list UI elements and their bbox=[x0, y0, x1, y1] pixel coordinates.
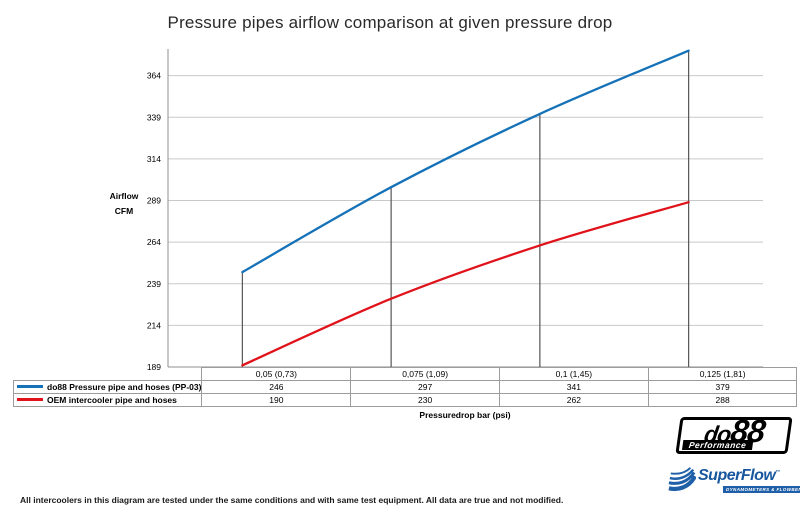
chart-data-table: 0,05 (0,73) 0,075 (1,09) 0,1 (1,45) 0,125 (… bbox=[12, 367, 798, 407]
y-axis-title: Airflow CFM bbox=[103, 189, 145, 219]
y-tick-label: 239 bbox=[147, 279, 161, 289]
superflow-swoosh-icon bbox=[668, 467, 696, 492]
table-corner-blank bbox=[14, 368, 202, 381]
legend-swatch bbox=[17, 398, 43, 401]
superflow-logo: SuperFlow™ DYNAMOMETERS & FLOWBENCHES bbox=[668, 464, 800, 496]
category-header-cell: 0,1 (1,45) bbox=[498, 367, 649, 381]
y-tick-label: 264 bbox=[147, 237, 161, 247]
value-cell: 190 bbox=[201, 393, 352, 407]
legend-label: OEM intercooler pipe and hoses bbox=[47, 395, 177, 405]
legend-swatch bbox=[17, 385, 43, 388]
chart-title: Pressure pipes airflow comparison at giv… bbox=[167, 13, 613, 32]
y-axis-title-line2: CFM bbox=[114, 206, 134, 216]
y-tick-label: 189 bbox=[147, 362, 161, 372]
value-cell: 246 bbox=[201, 380, 352, 394]
value-cell: 297 bbox=[350, 380, 500, 394]
series-line bbox=[241, 49, 690, 274]
superflow-trademark: ™ bbox=[775, 469, 780, 476]
superflow-logo-name: SuperFlow bbox=[698, 467, 776, 484]
value-cell: 262 bbox=[498, 393, 649, 407]
value-cell: 230 bbox=[350, 393, 500, 407]
y-tick-label: 214 bbox=[147, 320, 161, 330]
do88-logo: do88 Performance bbox=[675, 413, 793, 454]
series-line bbox=[241, 201, 690, 367]
do88-logo-tagline: Performance bbox=[681, 440, 754, 450]
y-tick-label: 289 bbox=[147, 196, 161, 206]
y-tick-label: 364 bbox=[147, 71, 161, 81]
x-axis-title: Pressuredrop bar (psi) bbox=[419, 410, 511, 420]
value-cell: 341 bbox=[498, 380, 649, 394]
category-header-cell: 0,125 (1,81) bbox=[647, 367, 798, 381]
legend-cell: OEM intercooler pipe and hoses bbox=[12, 393, 203, 407]
legend-label: do88 Pressure pipe and hoses (PP-03) bbox=[47, 382, 202, 392]
category-header-cell: 0,075 (1,09) bbox=[350, 367, 500, 381]
y-axis-title-line1: Airflow bbox=[109, 191, 139, 201]
value-cell: 379 bbox=[647, 380, 798, 394]
y-tick-label: 339 bbox=[147, 112, 161, 122]
category-header-cell: 0,05 (0,73) bbox=[201, 367, 352, 381]
y-tick-label: 314 bbox=[147, 154, 161, 164]
legend-cell: do88 Pressure pipe and hoses (PP-03) bbox=[12, 380, 203, 394]
superflow-logo-tagline: DYNAMOMETERS & FLOWBENCHES bbox=[723, 486, 800, 493]
footer-note: All intercoolers in this diagram are tes… bbox=[20, 495, 564, 505]
superflow-logo-text: SuperFlow™ bbox=[698, 467, 780, 485]
value-cell: 288 bbox=[647, 393, 798, 407]
